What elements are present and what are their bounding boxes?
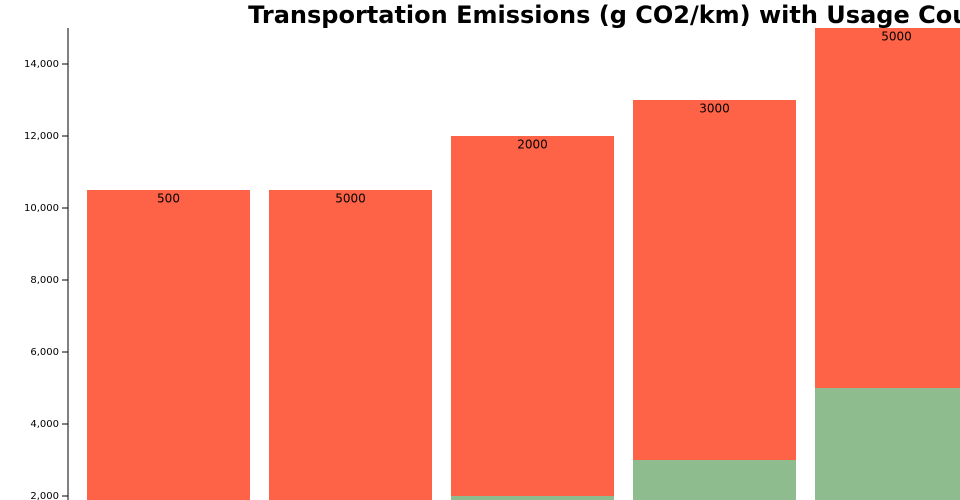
chart-title: Transportation Emissions (g CO2/km) with… xyxy=(248,1,960,29)
bar-segment xyxy=(451,136,614,497)
bar-segment xyxy=(269,190,432,500)
usage-label: 5000 xyxy=(881,30,912,44)
bar-segment xyxy=(451,496,614,500)
bar-segment xyxy=(633,460,796,500)
y-tick-label: 2,000 xyxy=(30,491,59,500)
bar-segment xyxy=(633,100,796,461)
y-tick-label: 8,000 xyxy=(30,275,59,286)
y-tick-label: 4,000 xyxy=(30,419,59,430)
y-tick-label: 6,000 xyxy=(30,347,59,358)
y-tick-label: 12,000 xyxy=(24,131,59,142)
y-tick-label: 10,000 xyxy=(24,203,59,214)
bar-segment xyxy=(815,28,960,389)
usage-label: 500 xyxy=(157,192,180,206)
y-tick-label: 14,000 xyxy=(24,59,59,70)
bar-segment xyxy=(87,190,250,500)
usage-label: 5000 xyxy=(335,192,366,206)
usage-label: 2000 xyxy=(517,138,548,152)
bar-segment xyxy=(815,388,960,500)
usage-label: 3000 xyxy=(699,102,730,116)
